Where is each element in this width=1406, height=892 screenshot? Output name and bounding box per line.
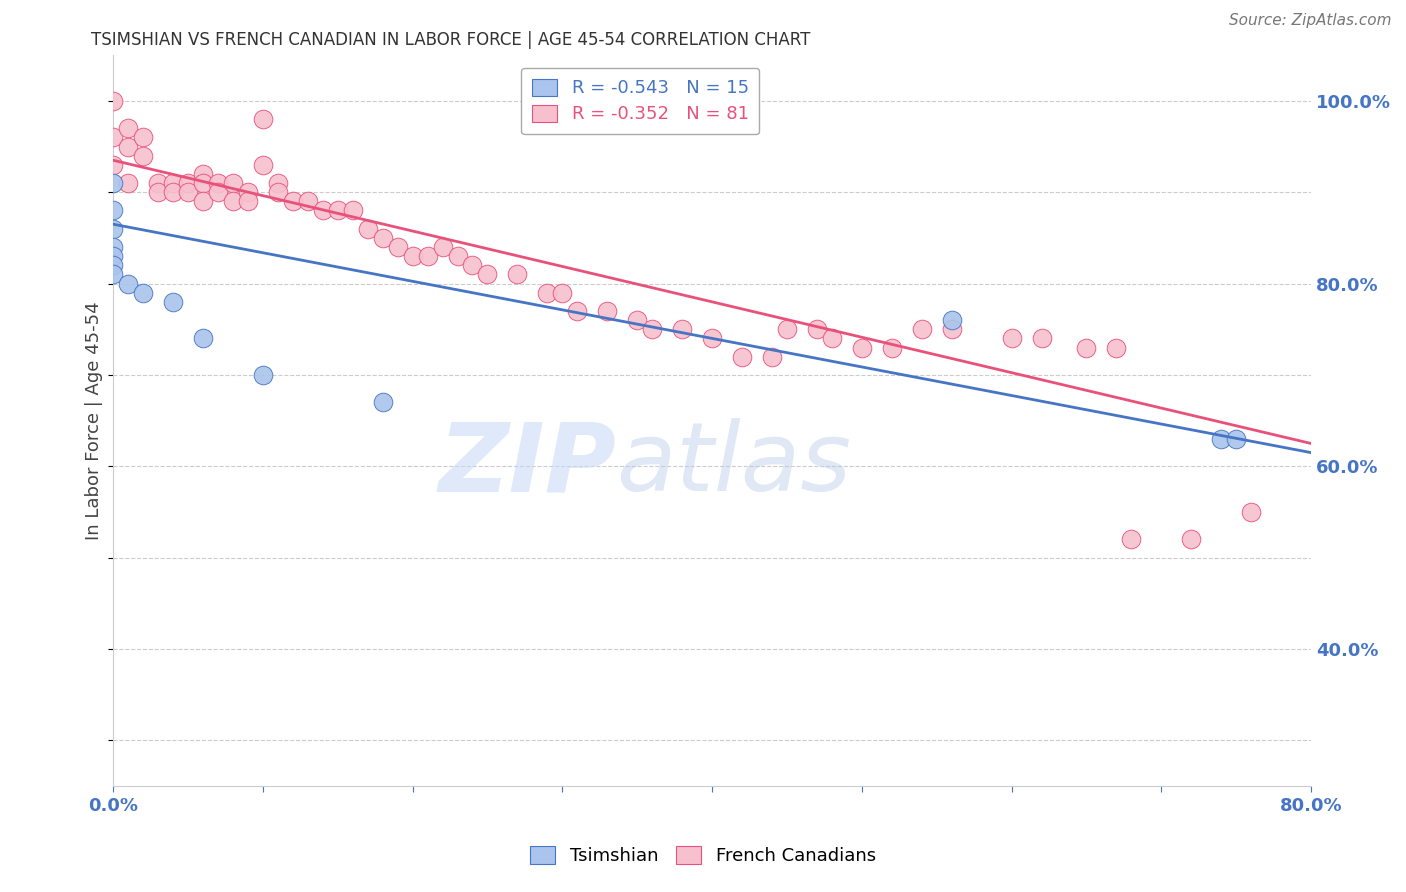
Point — [776, 322, 799, 336]
Point — [252, 368, 274, 382]
Point — [821, 331, 844, 345]
Point — [252, 158, 274, 172]
Point — [191, 167, 214, 181]
Point — [596, 304, 619, 318]
Point — [1105, 341, 1128, 355]
Point — [941, 322, 963, 336]
Point — [911, 322, 934, 336]
Text: TSIMSHIAN VS FRENCH CANADIAN IN LABOR FORCE | AGE 45-54 CORRELATION CHART: TSIMSHIAN VS FRENCH CANADIAN IN LABOR FO… — [91, 31, 811, 49]
Point — [851, 341, 873, 355]
Point — [1240, 505, 1263, 519]
Point — [101, 268, 124, 282]
Point — [371, 395, 394, 409]
Point — [1211, 432, 1233, 446]
Point — [641, 322, 664, 336]
Point — [1076, 341, 1098, 355]
Point — [401, 249, 423, 263]
Point — [506, 268, 529, 282]
Point — [207, 176, 229, 190]
Point — [132, 148, 155, 162]
Text: Source: ZipAtlas.com: Source: ZipAtlas.com — [1229, 13, 1392, 29]
Point — [731, 350, 754, 364]
Point — [117, 176, 139, 190]
Point — [177, 185, 200, 199]
Point — [700, 331, 723, 345]
Point — [191, 331, 214, 345]
Point — [326, 203, 349, 218]
Legend: Tsimshian, French Canadians: Tsimshian, French Canadians — [520, 838, 886, 874]
Point — [177, 176, 200, 190]
Point — [101, 221, 124, 235]
Point — [342, 203, 364, 218]
Point — [222, 176, 245, 190]
Point — [146, 176, 169, 190]
Point — [117, 277, 139, 291]
Point — [880, 341, 903, 355]
Point — [117, 121, 139, 136]
Legend: R = -0.543   N = 15, R = -0.352   N = 81: R = -0.543 N = 15, R = -0.352 N = 81 — [522, 68, 759, 135]
Point — [101, 130, 124, 145]
Y-axis label: In Labor Force | Age 45-54: In Labor Force | Age 45-54 — [86, 301, 103, 540]
Point — [101, 158, 124, 172]
Point — [416, 249, 439, 263]
Point — [1225, 432, 1247, 446]
Point — [312, 203, 335, 218]
Point — [132, 285, 155, 300]
Point — [101, 258, 124, 272]
Point — [236, 185, 259, 199]
Point — [191, 176, 214, 190]
Point — [146, 185, 169, 199]
Point — [941, 313, 963, 327]
Point — [101, 249, 124, 263]
Point — [222, 194, 245, 209]
Point — [162, 185, 184, 199]
Point — [761, 350, 783, 364]
Point — [1031, 331, 1053, 345]
Point — [281, 194, 304, 209]
Point — [267, 176, 290, 190]
Point — [297, 194, 319, 209]
Point — [101, 94, 124, 108]
Point — [567, 304, 589, 318]
Point — [252, 112, 274, 127]
Point — [117, 139, 139, 153]
Point — [1000, 331, 1022, 345]
Point — [432, 240, 454, 254]
Point — [461, 258, 484, 272]
Point — [806, 322, 828, 336]
Point — [536, 285, 558, 300]
Text: atlas: atlas — [616, 418, 851, 511]
Point — [1121, 533, 1143, 547]
Point — [1180, 533, 1202, 547]
Point — [267, 185, 290, 199]
Point — [356, 221, 378, 235]
Point — [207, 185, 229, 199]
Point — [101, 240, 124, 254]
Point — [162, 294, 184, 309]
Point — [162, 176, 184, 190]
Point — [671, 322, 693, 336]
Point — [477, 268, 499, 282]
Point — [236, 194, 259, 209]
Point — [101, 203, 124, 218]
Point — [191, 194, 214, 209]
Point — [101, 176, 124, 190]
Point — [446, 249, 468, 263]
Point — [387, 240, 409, 254]
Point — [551, 285, 574, 300]
Point — [132, 130, 155, 145]
Point — [626, 313, 648, 327]
Text: ZIP: ZIP — [439, 418, 616, 511]
Point — [371, 231, 394, 245]
